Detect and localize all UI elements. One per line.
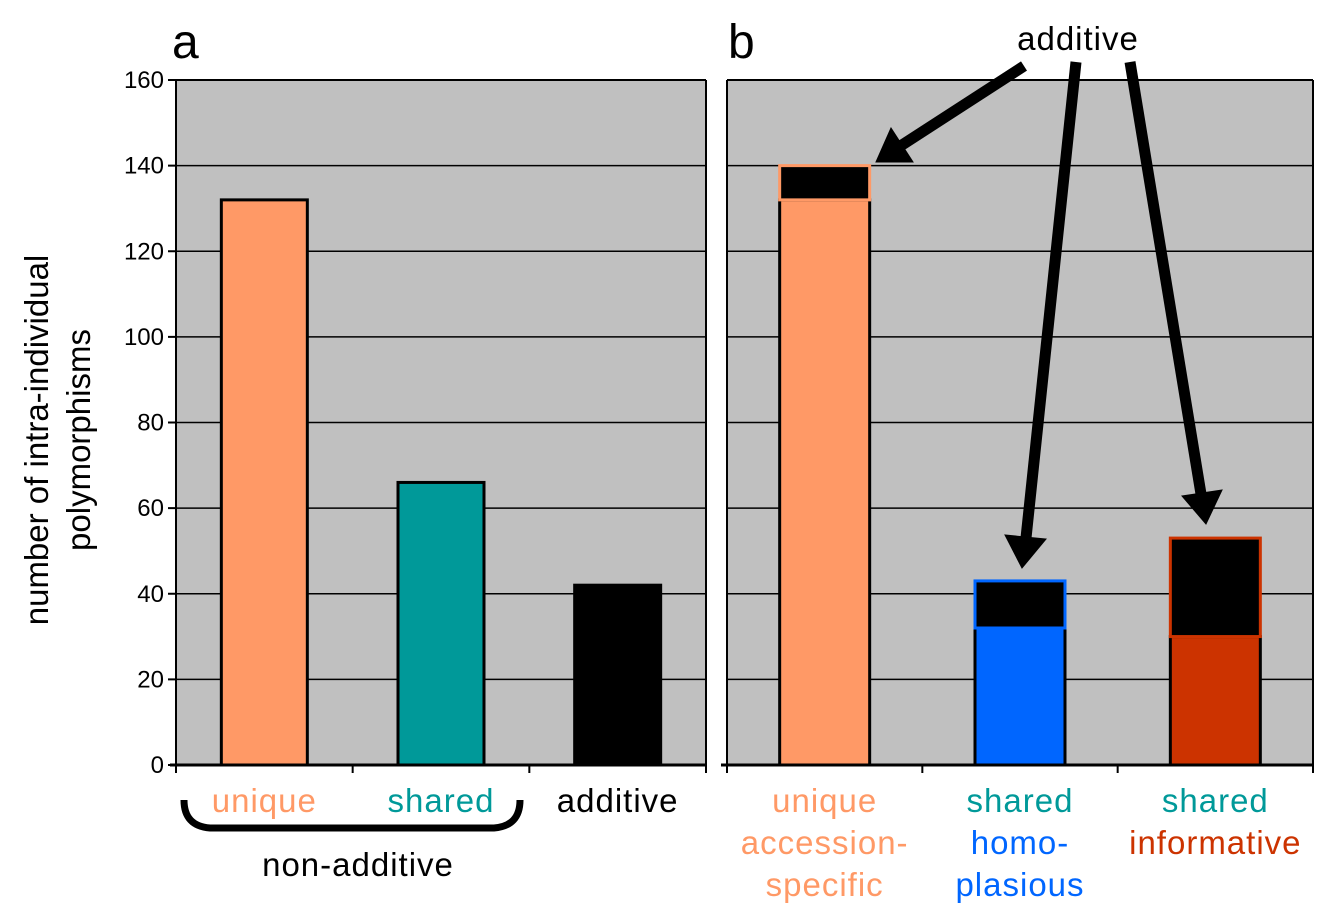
bar-non-additive-segment	[973, 626, 1067, 767]
bar	[219, 198, 309, 767]
arrow-head-informative	[1181, 489, 1223, 525]
category-label: accession-	[741, 824, 909, 861]
category-label: shared	[1162, 782, 1269, 819]
bar-additive-segment	[1168, 536, 1262, 639]
arrow-head-homoplasious	[1004, 534, 1047, 569]
y-tick-label: 120	[124, 238, 164, 265]
category-label: homo-	[971, 824, 1070, 861]
y-tick-label: 100	[124, 324, 164, 351]
arrow-head-unique	[875, 126, 914, 163]
panel-b-bars	[778, 164, 1262, 767]
arrow-to-unique	[899, 61, 1027, 150]
non-additive-brace	[180, 799, 524, 832]
panel-b-letter: b	[728, 16, 755, 69]
non-additive-label: non-additive	[262, 846, 454, 883]
category-label: plasious	[955, 866, 1084, 903]
panel-a-y-ticks: 0 20 40 60 80 100 120 140 160	[124, 67, 176, 779]
panel-a-x-ticks	[175, 765, 707, 773]
bar-non-additive-segment	[778, 198, 872, 767]
panel-a-category-labels: unique shared additive	[212, 782, 679, 819]
panel-b-category-labels: unique accession-specific shared homo-plasi…	[741, 782, 1301, 903]
category-label: shared	[388, 782, 495, 819]
arrow-to-informative	[1124, 61, 1207, 495]
bar-additive-segment	[778, 164, 872, 202]
y-axis-label-line1: number of intra-individual	[18, 255, 55, 626]
bar-additive-segment	[973, 579, 1067, 630]
y-tick-label: 0	[151, 752, 164, 779]
category-label: shared	[967, 782, 1074, 819]
additive-arrow-label: additive	[1017, 20, 1139, 57]
category-label: additive	[557, 782, 679, 819]
bar	[573, 583, 663, 767]
panel-b: b unique accession-specific shared homo-pla…	[721, 16, 1314, 903]
category-label: unique	[772, 782, 877, 819]
additive-arrows	[875, 61, 1223, 569]
category-label: informative	[1129, 824, 1301, 861]
bar	[396, 480, 486, 767]
y-tick-label: 40	[137, 581, 164, 608]
bar-non-additive-segment	[1168, 635, 1262, 767]
y-tick-label: 160	[124, 67, 164, 94]
category-label: specific	[766, 866, 884, 903]
y-tick-label: 60	[137, 495, 164, 522]
y-axis-label-line2: polymorphisms	[60, 329, 97, 551]
panel-b-x-ticks	[726, 765, 1314, 773]
y-tick-label: 80	[137, 410, 164, 437]
category-label: unique	[212, 782, 317, 819]
panel-a: a 0 20 40 60 80 100 120 140 160 unique shared addi…	[124, 16, 707, 883]
panel-a-bars	[219, 198, 663, 767]
y-tick-label: 140	[124, 153, 164, 180]
panel-a-letter: a	[172, 16, 199, 69]
arrow-to-homoplasious	[1020, 61, 1082, 539]
y-tick-label: 20	[137, 666, 164, 693]
